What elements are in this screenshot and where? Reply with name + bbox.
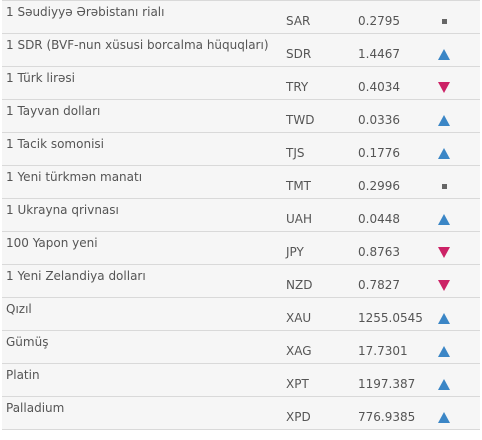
exchange-rate: 1255.0545: [358, 311, 423, 325]
triangle-up-icon-shape: [438, 214, 450, 225]
trend-indicator: [436, 79, 452, 95]
triangle-up-icon: [438, 346, 450, 357]
trend-indicator: [436, 46, 452, 62]
table-row: Palladium XPD 776.9385: [2, 397, 480, 430]
currency-code: TJS: [286, 146, 305, 160]
triangle-up-icon-shape: [438, 346, 450, 357]
trend-indicator: [436, 409, 452, 425]
currency-code: TMT: [286, 179, 312, 193]
triangle-up-icon-shape: [438, 379, 450, 390]
trend-indicator: [436, 310, 452, 326]
exchange-rate: 1.4467: [358, 47, 400, 61]
currency-code: XAU: [286, 311, 312, 325]
currency-name: 1 Səudiyyə Ərəbistanı rialı: [6, 5, 165, 19]
triangle-up-icon-shape: [438, 115, 450, 126]
trend-indicator: [436, 13, 452, 29]
exchange-rate: 0.1776: [358, 146, 400, 160]
square-icon: [442, 19, 447, 24]
triangle-up-icon-shape: [438, 148, 450, 159]
table-row: 1 Tayvan dolları TWD 0.0336: [2, 100, 480, 133]
currency-code: SAR: [286, 14, 311, 28]
triangle-down-icon-shape: [438, 280, 450, 291]
trend-indicator: [436, 343, 452, 359]
table-row: 1 Yeni türkmən manatı TMT 0.2996: [2, 166, 480, 199]
triangle-up-icon-shape: [438, 313, 450, 324]
currency-code: NZD: [286, 278, 313, 292]
triangle-down-icon-shape: [438, 82, 450, 93]
triangle-down-icon: [438, 280, 450, 291]
table-row: 1 Tacik somonisi TJS 0.1776: [2, 133, 480, 166]
exchange-rate: 0.0336: [358, 113, 400, 127]
currency-code: TWD: [286, 113, 315, 127]
currency-rates-table: 1 Səudiyyə Ərəbistanı rialı SAR 0.2795 1…: [2, 0, 480, 430]
table-row: 100 Yapon yeni JPY 0.8763: [2, 232, 480, 265]
triangle-up-icon: [438, 115, 450, 126]
currency-name: Platin: [6, 368, 40, 382]
exchange-rate: 0.0448: [358, 212, 400, 226]
table-row: 1 Səudiyyə Ərəbistanı rialı SAR 0.2795: [2, 1, 480, 34]
exchange-rate: 0.2996: [358, 179, 400, 193]
exchange-rate: 1197.387: [358, 377, 416, 391]
table-row: 1 Ukrayna qrivnası UAH 0.0448: [2, 199, 480, 232]
trend-indicator: [436, 112, 452, 128]
triangle-up-icon: [438, 379, 450, 390]
table-row: 1 Türk lirəsi TRY 0.4034: [2, 67, 480, 100]
currency-code: UAH: [286, 212, 313, 226]
triangle-up-icon: [438, 49, 450, 60]
triangle-down-icon-shape: [438, 247, 450, 258]
triangle-up-icon-shape: [438, 49, 450, 60]
trend-indicator: [436, 376, 452, 392]
currency-name: 1 Yeni Zelandiya dolları: [6, 269, 146, 283]
triangle-up-icon: [438, 313, 450, 324]
trend-indicator: [436, 178, 452, 194]
currency-name: 1 Türk lirəsi: [6, 71, 76, 85]
exchange-rate: 0.4034: [358, 80, 400, 94]
triangle-down-icon: [438, 82, 450, 93]
triangle-up-icon: [438, 148, 450, 159]
exchange-rate: 0.2795: [358, 14, 400, 28]
currency-name: 1 Tayvan dolları: [6, 104, 101, 118]
currency-name: 1 Tacik somonisi: [6, 137, 104, 151]
trend-indicator: [436, 244, 452, 260]
currency-code: JPY: [286, 245, 304, 259]
triangle-down-icon: [438, 247, 450, 258]
triangle-up-icon-shape: [438, 412, 450, 423]
triangle-up-icon: [438, 412, 450, 423]
currency-name: 1 Ukrayna qrivnası: [6, 203, 119, 217]
exchange-rate: 0.8763: [358, 245, 400, 259]
currency-name: 1 Yeni türkmən manatı: [6, 170, 143, 184]
trend-indicator: [436, 277, 452, 293]
exchange-rate: 0.7827: [358, 278, 400, 292]
exchange-rate: 17.7301: [358, 344, 408, 358]
currency-code: TRY: [286, 80, 309, 94]
currency-code: XAG: [286, 344, 312, 358]
trend-indicator: [436, 145, 452, 161]
currency-name: Qızıl: [6, 302, 32, 316]
trend-indicator: [436, 211, 452, 227]
triangle-up-icon: [438, 214, 450, 225]
currency-name: Palladium: [6, 401, 65, 415]
square-icon: [442, 184, 447, 189]
table-row: Gümüş XAG 17.7301: [2, 331, 480, 364]
currency-name: 100 Yapon yeni: [6, 236, 98, 250]
table-row: 1 SDR (BVF-nun xüsusi borcalma hüquqları…: [2, 34, 480, 67]
currency-name: Gümüş: [6, 335, 49, 349]
exchange-rate: 776.9385: [358, 410, 416, 424]
currency-code: XPT: [286, 377, 309, 391]
table-row: Qızıl XAU 1255.0545: [2, 298, 480, 331]
currency-code: SDR: [286, 47, 312, 61]
square-icon-shape: [442, 184, 447, 189]
square-icon-shape: [442, 19, 447, 24]
currency-name: 1 SDR (BVF-nun xüsusi borcalma hüquqları…: [6, 38, 269, 52]
table-row: 1 Yeni Zelandiya dolları NZD 0.7827: [2, 265, 480, 298]
table-row: Platin XPT 1197.387: [2, 364, 480, 397]
currency-code: XPD: [286, 410, 311, 424]
